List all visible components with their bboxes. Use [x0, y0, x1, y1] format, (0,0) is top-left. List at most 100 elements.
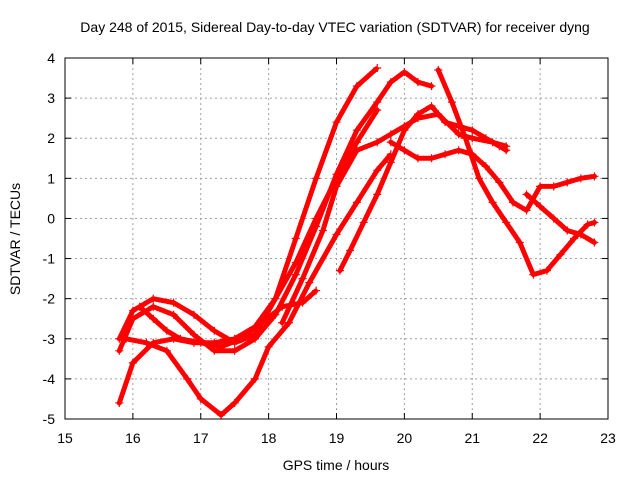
series-trace	[435, 67, 597, 278]
data-point	[135, 302, 144, 311]
data-point	[278, 318, 287, 327]
x-tick-label: 17	[193, 430, 209, 446]
data-point	[312, 174, 321, 183]
data-point	[475, 174, 484, 183]
data-point	[549, 214, 558, 223]
series-trace	[279, 111, 509, 326]
data-point	[251, 374, 260, 383]
data-point	[352, 82, 361, 91]
data-point	[352, 198, 361, 207]
data-point	[542, 266, 551, 275]
x-tick-label: 15	[57, 430, 73, 446]
series-track-9	[434, 66, 599, 279]
data-point	[590, 238, 599, 247]
data-point	[217, 410, 226, 419]
data-point	[495, 178, 504, 187]
data-point	[122, 334, 131, 343]
y-tick-label: -3	[43, 331, 56, 347]
data-point	[576, 230, 585, 239]
data-point	[251, 334, 260, 343]
x-tick-label: 20	[397, 430, 413, 446]
data-point	[373, 138, 382, 147]
data-point	[298, 298, 307, 307]
data-point	[284, 318, 293, 327]
series-trace	[116, 69, 434, 354]
data-point	[549, 182, 558, 191]
data-point	[386, 130, 395, 139]
chart-title: Day 248 of 2015, Sidereal Day-to-day VTE…	[80, 19, 589, 35]
data-point	[210, 326, 219, 335]
data-point	[536, 182, 545, 191]
y-tick-label: -4	[43, 371, 56, 387]
data-point	[590, 172, 599, 181]
data-point	[196, 394, 205, 403]
x-tick-label: 22	[532, 430, 548, 446]
data-point	[298, 274, 307, 283]
data-point	[169, 298, 178, 307]
data-point	[128, 358, 137, 367]
data-point	[332, 182, 341, 191]
data-point	[413, 110, 422, 119]
data-point	[427, 102, 436, 111]
data-point	[468, 126, 477, 135]
data-point	[149, 302, 158, 311]
data-point	[271, 294, 280, 303]
plot-frame	[64, 57, 609, 420]
data-point	[359, 218, 368, 227]
series-track-2	[115, 68, 436, 355]
data-point	[468, 134, 477, 143]
series-trace	[524, 191, 597, 245]
data-point	[427, 154, 436, 163]
y-tick-label: 4	[47, 50, 55, 66]
data-point	[434, 66, 443, 75]
data-point	[413, 154, 422, 163]
data-point	[230, 398, 239, 407]
data-point	[386, 78, 395, 87]
data-point	[196, 338, 205, 347]
data-point	[237, 334, 246, 343]
data-point	[312, 214, 321, 223]
y-tick-label: 2	[47, 130, 55, 146]
data-point	[515, 238, 524, 247]
x-tick-label: 23	[600, 430, 616, 446]
data-point	[441, 118, 450, 127]
data-point	[454, 146, 463, 155]
data-point	[495, 142, 504, 151]
data-point	[162, 346, 171, 355]
data-point	[257, 318, 266, 327]
data-point	[149, 294, 158, 303]
data-point	[373, 98, 382, 107]
data-point	[128, 314, 137, 323]
data-point	[189, 330, 198, 339]
data-point	[373, 106, 382, 115]
y-tick-label: -5	[43, 411, 56, 427]
data-point	[142, 338, 151, 347]
data-point	[332, 118, 341, 127]
data-point	[312, 286, 321, 295]
data-point	[332, 230, 341, 239]
y-tick-label: -2	[43, 291, 56, 307]
series-trace	[123, 151, 394, 418]
x-tick-label: 19	[329, 430, 345, 446]
data-point	[441, 150, 450, 159]
data-point	[386, 158, 395, 167]
data-point	[162, 326, 171, 335]
data-point	[115, 398, 124, 407]
series-trace	[388, 139, 597, 213]
data-point	[576, 174, 585, 183]
data-point	[149, 314, 158, 323]
data-point	[373, 64, 382, 73]
series-trace	[337, 103, 509, 274]
data-point	[481, 162, 490, 171]
data-point	[502, 146, 511, 155]
series-trace	[116, 107, 380, 406]
data-point	[291, 270, 300, 279]
x-axis-label: GPS time / hours	[283, 457, 390, 473]
data-point	[583, 220, 592, 229]
data-point	[352, 146, 361, 155]
data-point	[318, 226, 327, 235]
data-point	[352, 138, 361, 147]
data-point	[264, 342, 273, 351]
series-trace	[116, 65, 380, 346]
